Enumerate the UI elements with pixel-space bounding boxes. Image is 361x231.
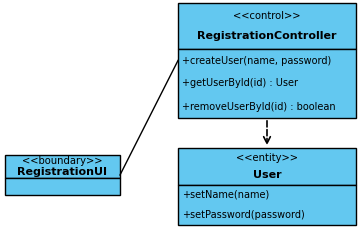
Text: +removeUserById(id) : boolean: +removeUserById(id) : boolean — [182, 101, 336, 112]
Text: RegistrationUI: RegistrationUI — [17, 167, 108, 177]
Bar — [178, 185, 356, 225]
Bar — [5, 178, 120, 195]
Text: +setPassword(password): +setPassword(password) — [182, 210, 305, 220]
Bar — [178, 49, 356, 118]
Text: <<control>>: <<control>> — [233, 11, 301, 21]
Text: <<boundary>>: <<boundary>> — [22, 156, 103, 167]
Bar — [178, 148, 356, 185]
Text: RegistrationController: RegistrationController — [197, 31, 337, 41]
Text: User: User — [253, 170, 281, 180]
Text: <<entity>>: <<entity>> — [236, 153, 298, 163]
Text: +getUserById(id) : User: +getUserById(id) : User — [182, 79, 298, 88]
Text: +setName(name): +setName(name) — [182, 190, 269, 200]
Text: +createUser(name, password): +createUser(name, password) — [182, 55, 331, 66]
Bar — [178, 3, 356, 49]
Bar — [5, 155, 120, 178]
